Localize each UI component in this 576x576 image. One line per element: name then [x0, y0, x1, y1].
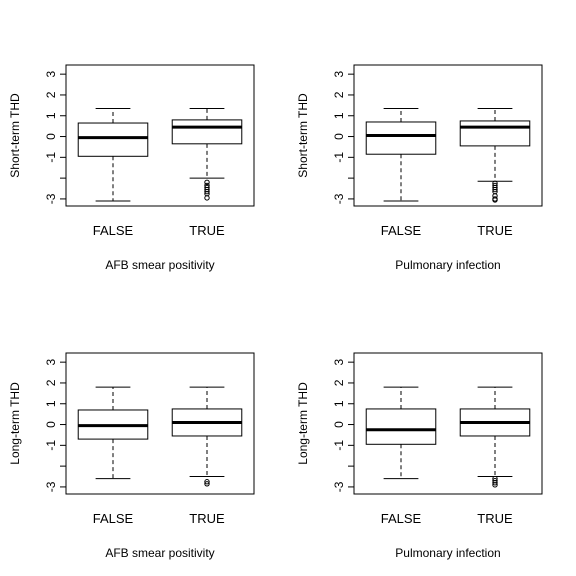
y-tick-label: 2	[332, 91, 346, 98]
y-tick-label: 3	[332, 359, 346, 366]
y-tick-label: 3	[332, 71, 346, 78]
outlier-point	[204, 179, 210, 185]
box-true	[171, 107, 243, 201]
x-axis-title: AFB smear positivity	[105, 546, 214, 560]
iqr-box	[171, 119, 243, 145]
box-false	[365, 107, 437, 202]
y-tick-label: -1	[44, 152, 58, 163]
y-tick-label: 2	[44, 379, 58, 386]
y-tick-label: 0	[332, 421, 346, 428]
y-tick-label: 1	[332, 112, 346, 119]
iqr-box	[365, 121, 437, 155]
y-tick-label: 0	[44, 421, 58, 428]
x-tick-label: FALSE	[381, 511, 422, 526]
y-axis-title: Short-term THD	[8, 93, 22, 178]
x-tick-label: FALSE	[93, 511, 134, 526]
box-true	[459, 386, 531, 488]
chart-panel-2: 3 2 1 0 -1 -3 Short-term THD FALSE TRUE Pulmonary…	[296, 64, 543, 272]
outlier-point	[492, 480, 498, 486]
y-tick-label: 1	[44, 400, 58, 407]
plot-frame	[353, 64, 543, 207]
y-tick-label: 0	[44, 133, 58, 140]
box-false	[77, 107, 149, 202]
iqr-box	[365, 408, 437, 445]
y-tick-label: 1	[332, 400, 346, 407]
x-tick-label: TRUE	[477, 511, 513, 526]
y-tick-label: -1	[44, 440, 58, 451]
y-axis: 3 2 1 0 -1 -3	[44, 71, 66, 204]
y-axis: 3 2 1 0 -1 -3	[44, 359, 66, 492]
y-tick-label: -1	[332, 440, 346, 451]
outlier-point	[492, 482, 498, 488]
y-tick-label: -3	[44, 481, 58, 492]
y-axis-title: Long-term THD	[296, 382, 310, 465]
x-axis-title: Pulmonary infection	[395, 546, 500, 560]
x-axis-title: AFB smear positivity	[105, 258, 214, 272]
chart-panel-4: 3 2 1 0 -1 -3 Long-term THD FALSE TRUE Pulmonary …	[296, 352, 543, 560]
iqr-box	[459, 120, 531, 147]
y-tick-label: 3	[44, 359, 58, 366]
y-tick-label: -1	[332, 152, 346, 163]
box-true	[459, 107, 531, 203]
chart-panel-3: 3 2 1 0 -1 -3 Long-term THD FALSE TRUE AFB smear …	[8, 352, 255, 560]
plot-frame	[353, 352, 543, 495]
y-tick-label: -3	[44, 193, 58, 204]
box-false	[365, 386, 437, 480]
y-axis-title: Short-term THD	[296, 93, 310, 178]
outlier-point	[204, 188, 210, 195]
x-axis-title: Pulmonary infection	[395, 258, 500, 272]
x-tick-label: FALSE	[93, 223, 134, 238]
x-tick-label: TRUE	[189, 511, 225, 526]
iqr-box	[77, 122, 149, 157]
plot-frame	[65, 64, 255, 207]
box-true	[171, 386, 243, 487]
y-tick-label: 1	[44, 112, 58, 119]
y-axis-title: Long-term THD	[8, 382, 22, 465]
plot-frame	[65, 352, 255, 495]
x-tick-label: TRUE	[189, 223, 225, 238]
x-tick-label: FALSE	[381, 223, 422, 238]
outlier-point	[204, 479, 210, 485]
chart-panel-1: 3 2 1 0 -1 -3 Short-term THD FALSE TRUE AFB smear…	[8, 64, 255, 272]
outlier-point	[204, 481, 210, 487]
y-axis: 3 2 1 0 -1 -3	[332, 359, 354, 492]
y-tick-label: 2	[44, 91, 58, 98]
outlier-point	[492, 197, 498, 203]
y-tick-label: 2	[332, 379, 346, 386]
outlier-point	[492, 186, 498, 193]
box-false	[77, 386, 149, 480]
y-tick-label: 0	[332, 133, 346, 140]
y-axis: 3 2 1 0 -1 -3	[332, 71, 354, 204]
y-tick-label: -3	[332, 193, 346, 204]
y-tick-label: -3	[332, 481, 346, 492]
outlier-point	[204, 195, 210, 201]
y-tick-label: 3	[44, 71, 58, 78]
x-tick-label: TRUE	[477, 223, 513, 238]
